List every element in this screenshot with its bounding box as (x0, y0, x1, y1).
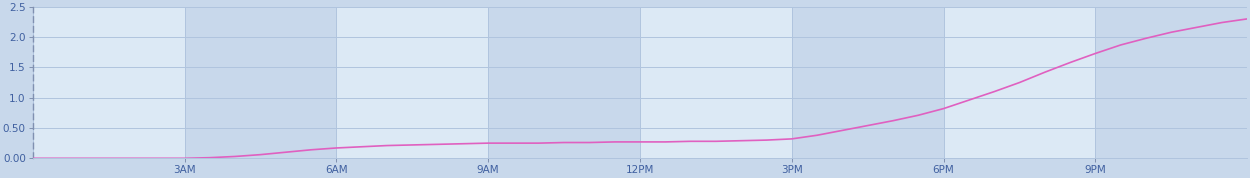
Bar (185, 7, 336, 158)
Bar (1095, 7, 1248, 158)
Bar (489, 7, 640, 158)
Bar (791, 7, 944, 158)
